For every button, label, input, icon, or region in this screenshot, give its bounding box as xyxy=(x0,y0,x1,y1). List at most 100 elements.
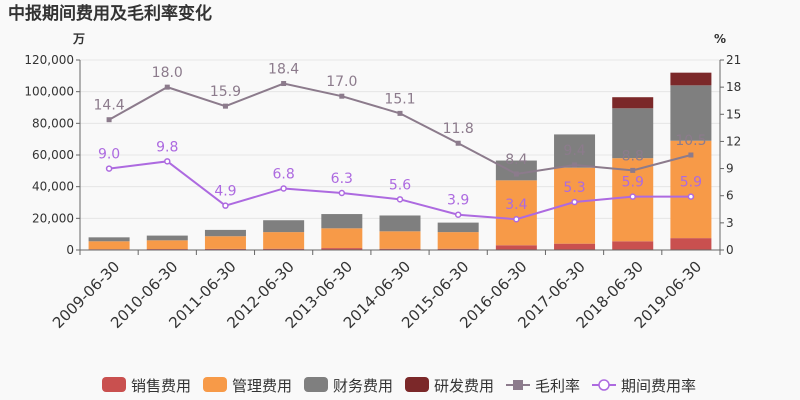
series-point[interactable] xyxy=(339,93,345,99)
bar-segment[interactable] xyxy=(554,243,596,250)
series-point[interactable] xyxy=(106,117,112,123)
bar-segment[interactable] xyxy=(437,222,479,233)
legend-item[interactable]: 研发费用 xyxy=(405,377,494,395)
left-tick-label: 40,000 xyxy=(32,180,74,194)
series-point[interactable] xyxy=(164,84,170,90)
bar-segment[interactable] xyxy=(495,180,537,246)
bar-segment[interactable] xyxy=(437,232,479,249)
lines xyxy=(105,81,695,223)
series-point[interactable] xyxy=(338,189,346,197)
series-point[interactable] xyxy=(687,193,695,200)
series-point[interactable] xyxy=(688,152,694,158)
legend-label: 研发费用 xyxy=(434,377,494,395)
left-tick-label: 60,000 xyxy=(32,148,74,162)
legend-swatch xyxy=(203,377,227,392)
series-point[interactable] xyxy=(105,165,113,172)
series-point[interactable] xyxy=(572,162,578,168)
legend-swatch xyxy=(405,377,429,392)
right-tick-label: 3 xyxy=(726,216,734,230)
bar-segment[interactable] xyxy=(670,238,712,250)
bar-segment[interactable] xyxy=(612,108,654,159)
bar-segment[interactable] xyxy=(437,248,479,250)
right-tick-label: 21 xyxy=(726,53,741,67)
data-label: 18.4 xyxy=(268,62,299,78)
legend[interactable]: 销售费用 管理费用 财务费用 研发费用 毛利率 期间费用率 xyxy=(102,377,696,395)
series-point[interactable] xyxy=(455,140,461,146)
bar-segment[interactable] xyxy=(263,232,305,249)
data-label: 3.9 xyxy=(447,193,469,209)
left-tick-label: 80,000 xyxy=(32,116,74,130)
bar-segment[interactable] xyxy=(495,245,537,250)
data-label: 11.8 xyxy=(443,121,474,137)
series-point[interactable] xyxy=(280,185,287,192)
bars xyxy=(88,72,712,250)
series-point[interactable] xyxy=(222,103,228,109)
bar-segment[interactable] xyxy=(146,240,188,250)
series-point[interactable] xyxy=(397,110,403,116)
bar-segment[interactable] xyxy=(379,215,421,232)
bar-segment[interactable] xyxy=(321,248,363,250)
bar-segment[interactable] xyxy=(379,248,421,250)
bar-segment[interactable] xyxy=(204,248,246,250)
data-label: 6.8 xyxy=(273,166,295,182)
bar-segment[interactable] xyxy=(612,97,654,109)
legend-item[interactable]: 毛利率 xyxy=(506,377,580,395)
bar-segment[interactable] xyxy=(321,214,363,229)
right-tick-label: 15 xyxy=(726,107,741,121)
bar-segment[interactable] xyxy=(321,228,363,249)
bar-segment[interactable] xyxy=(263,248,305,250)
data-label: 9.8 xyxy=(156,139,178,155)
bar-segment[interactable] xyxy=(554,134,596,168)
legend-item[interactable]: 期间费用率 xyxy=(592,377,696,395)
right-tick-label: 12 xyxy=(726,134,741,148)
left-tick-label: 20,000 xyxy=(32,211,74,225)
data-label: 9.0 xyxy=(98,147,120,163)
series-point[interactable] xyxy=(164,158,171,165)
data-label: 18.0 xyxy=(152,65,183,81)
series-point[interactable] xyxy=(281,81,287,87)
bar-segment[interactable] xyxy=(612,241,654,250)
left-tick-label: 0 xyxy=(66,243,74,257)
bar-segment[interactable] xyxy=(88,241,130,250)
legend-item[interactable]: 财务费用 xyxy=(304,377,393,395)
bar-segment[interactable] xyxy=(204,236,246,249)
data-label: 8.4 xyxy=(505,152,527,168)
data-label: 5.9 xyxy=(680,175,702,191)
right-tick-label: 6 xyxy=(726,189,734,203)
series-point[interactable] xyxy=(571,198,578,206)
bar-segment[interactable] xyxy=(670,85,712,141)
data-label: 3.4 xyxy=(505,197,527,213)
data-label: 5.9 xyxy=(622,175,644,191)
series-point[interactable] xyxy=(629,193,636,200)
legend-swatch xyxy=(304,377,328,392)
series-point[interactable] xyxy=(513,215,520,223)
legend-label: 期间费用率 xyxy=(621,377,696,395)
data-label: 10.5 xyxy=(675,133,706,149)
data-label: 5.6 xyxy=(389,177,411,193)
bar-segment[interactable] xyxy=(88,237,130,242)
series-point[interactable] xyxy=(222,202,229,209)
legend-item[interactable]: 销售费用 xyxy=(102,377,191,395)
bar-segment[interactable] xyxy=(146,235,188,241)
legend-item[interactable]: 管理费用 xyxy=(203,377,292,395)
bar-segment[interactable] xyxy=(263,220,305,233)
data-label: 14.4 xyxy=(94,98,125,114)
legend-swatch xyxy=(102,377,126,392)
legend-marker xyxy=(513,380,523,390)
chart-title: 中报期间费用及毛利率变化 xyxy=(8,3,212,24)
bar-segment[interactable] xyxy=(670,72,712,86)
bar-segment[interactable] xyxy=(379,231,421,249)
series-point[interactable] xyxy=(396,196,404,203)
series-point[interactable] xyxy=(630,167,636,173)
legend-label: 财务费用 xyxy=(333,377,393,395)
right-tick-label: 18 xyxy=(726,80,741,94)
series-point[interactable] xyxy=(513,171,519,177)
data-label: 15.9 xyxy=(210,84,241,100)
legend-label: 毛利率 xyxy=(535,377,580,395)
series-point[interactable] xyxy=(454,211,462,218)
data-label: 15.1 xyxy=(384,91,415,107)
bar-segment[interactable] xyxy=(204,229,246,237)
bar-segment[interactable] xyxy=(495,160,537,181)
data-labels: 14.4 18.0 15.9 18.4 17.0 15.1 11.8 8.4 9.4 8.8 10.… xyxy=(94,62,707,214)
